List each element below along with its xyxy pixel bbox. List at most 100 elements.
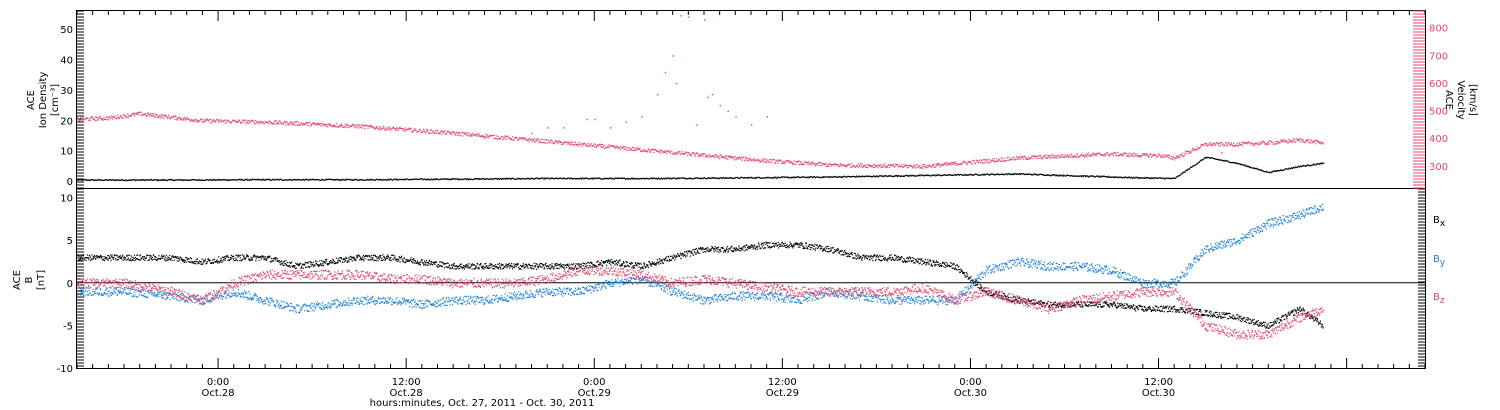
density-point (545, 177, 547, 179)
density-point (330, 178, 332, 180)
density-point (751, 177, 753, 179)
density-point (856, 175, 858, 177)
bx-point (533, 268, 535, 270)
velocity-point (1312, 141, 1314, 143)
density-point (1232, 161, 1235, 163)
velocity-point (305, 121, 308, 124)
velocity-point (577, 144, 579, 146)
bx-point (462, 266, 464, 269)
velocity-point (582, 143, 585, 146)
density-point (290, 179, 292, 181)
velocity-point (253, 121, 255, 123)
bx-point (273, 260, 275, 262)
velocity-point (256, 121, 259, 123)
density-point (500, 177, 502, 180)
velocity-point (250, 119, 252, 121)
velocity-point (1144, 152, 1146, 155)
bx-point (347, 260, 349, 262)
density-point (286, 179, 288, 181)
density-point (376, 178, 378, 180)
density-point (1301, 165, 1304, 167)
density-point (1237, 163, 1239, 165)
bx-point (324, 261, 326, 263)
density-point (851, 175, 853, 178)
density-point (606, 177, 608, 179)
density-point (146, 179, 148, 181)
density-point (781, 176, 783, 178)
velocity-point (656, 150, 659, 152)
density-point (290, 179, 293, 181)
velocity-point (601, 144, 603, 146)
density-point (399, 178, 401, 180)
density-point (1136, 176, 1138, 179)
velocity-point (542, 142, 545, 144)
density-point (877, 176, 880, 178)
velocity-point (1199, 145, 1202, 148)
bx-point (90, 259, 92, 262)
velocity-point (555, 139, 557, 142)
velocity-point (530, 139, 532, 141)
velocity-point (1154, 154, 1156, 156)
velocity-point (1243, 143, 1245, 145)
velocity-point (721, 155, 723, 157)
density-point (177, 179, 179, 181)
velocity-point (406, 129, 408, 131)
velocity-point (1240, 144, 1242, 146)
density-point (1239, 162, 1241, 165)
density-point (124, 179, 126, 181)
density-point (1289, 167, 1291, 170)
density-point (994, 174, 996, 176)
velocity-point (1255, 142, 1257, 144)
density-point (1262, 170, 1264, 172)
velocity-point (996, 157, 998, 160)
velocity-point (790, 161, 792, 164)
density-point (912, 174, 914, 177)
density-point (588, 178, 590, 180)
density-point (1220, 159, 1222, 161)
density-point (950, 174, 952, 176)
density-point (1051, 174, 1054, 176)
density-point (207, 179, 210, 181)
density-point (1291, 167, 1293, 170)
velocity-point (1141, 154, 1143, 156)
density-point (182, 179, 185, 181)
density-point (690, 178, 692, 180)
density-point (475, 177, 478, 180)
velocity-point (1167, 157, 1170, 159)
bx-point (427, 261, 429, 264)
density-point (566, 178, 568, 180)
density-point (473, 178, 475, 180)
density-point (1222, 160, 1224, 162)
density-point (914, 175, 916, 177)
density-point (548, 177, 550, 179)
velocity-point (846, 164, 849, 166)
velocity-point (1139, 154, 1141, 157)
density-point (1089, 175, 1091, 177)
bx-point (86, 257, 88, 259)
velocity-point (429, 132, 431, 134)
velocity-point (877, 165, 879, 167)
velocity-point (773, 158, 775, 161)
density-point (218, 179, 220, 181)
velocity-point (1125, 153, 1128, 155)
density-point (431, 179, 433, 181)
velocity-point (930, 166, 932, 168)
density-point (911, 174, 913, 176)
density-point (261, 179, 263, 181)
bx-point (266, 259, 268, 261)
bx-point (212, 262, 215, 264)
bx-point (410, 257, 412, 259)
density-point (297, 179, 299, 181)
density-point (83, 179, 85, 181)
velocity-point (278, 120, 281, 122)
bx-point (460, 263, 462, 265)
bx-point (274, 259, 277, 261)
velocity-point (1236, 144, 1238, 147)
density-point (893, 175, 895, 177)
bx-point (260, 258, 263, 260)
velocity-point (1287, 142, 1289, 144)
bx-point (493, 265, 495, 267)
velocity-point (1070, 156, 1072, 158)
velocity-point (804, 160, 806, 163)
velocity-point (1265, 143, 1267, 145)
